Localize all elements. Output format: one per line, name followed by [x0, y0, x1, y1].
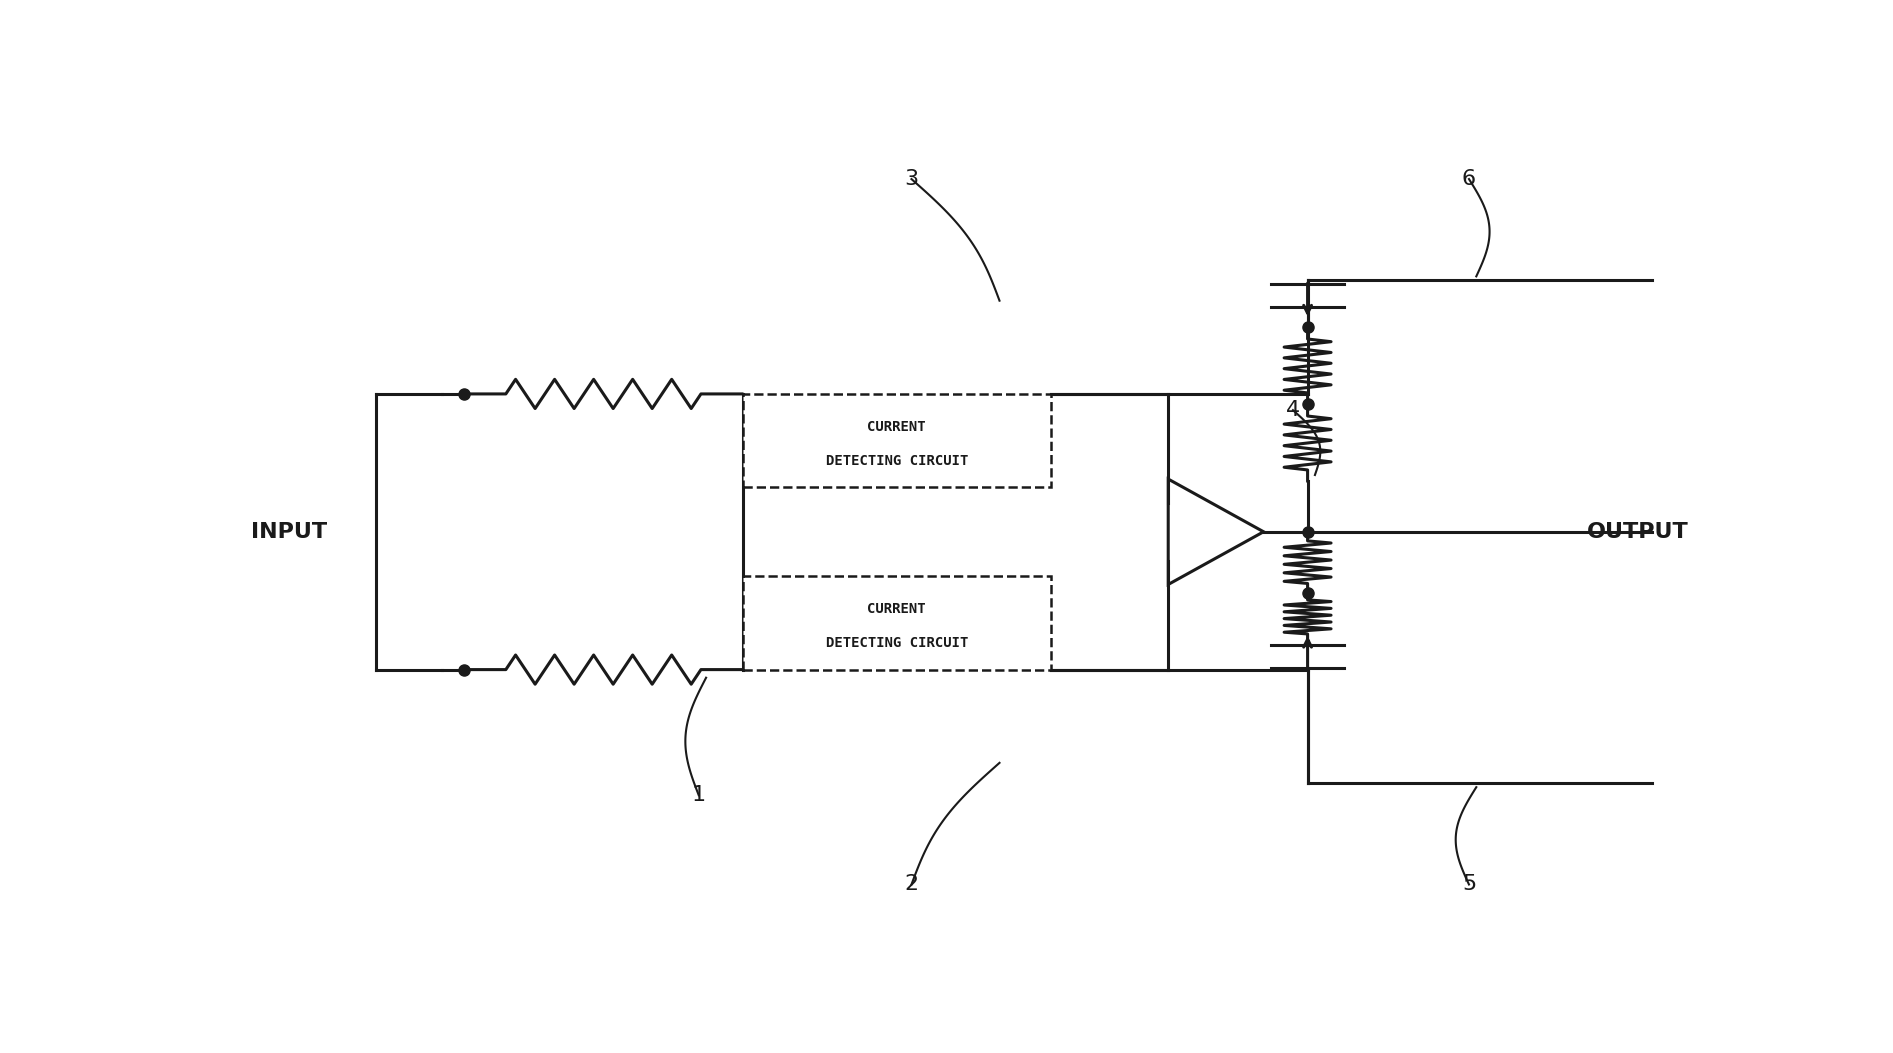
Text: 1: 1	[691, 786, 706, 806]
FancyBboxPatch shape	[742, 576, 1051, 670]
Text: INPUT: INPUT	[252, 522, 327, 541]
FancyBboxPatch shape	[742, 394, 1051, 488]
Text: 3: 3	[905, 170, 918, 190]
Text: 5: 5	[1461, 874, 1477, 894]
Text: 2: 2	[905, 874, 918, 894]
Text: DETECTING CIRCUIT: DETECTING CIRCUIT	[825, 454, 967, 469]
Text: OUTPUT: OUTPUT	[1586, 522, 1689, 541]
Text: DETECTING CIRCUIT: DETECTING CIRCUIT	[825, 636, 967, 651]
Text: CURRENT: CURRENT	[867, 602, 926, 616]
Text: CURRENT: CURRENT	[867, 419, 926, 434]
Text: 6: 6	[1461, 170, 1477, 190]
Text: 4: 4	[1285, 400, 1300, 420]
